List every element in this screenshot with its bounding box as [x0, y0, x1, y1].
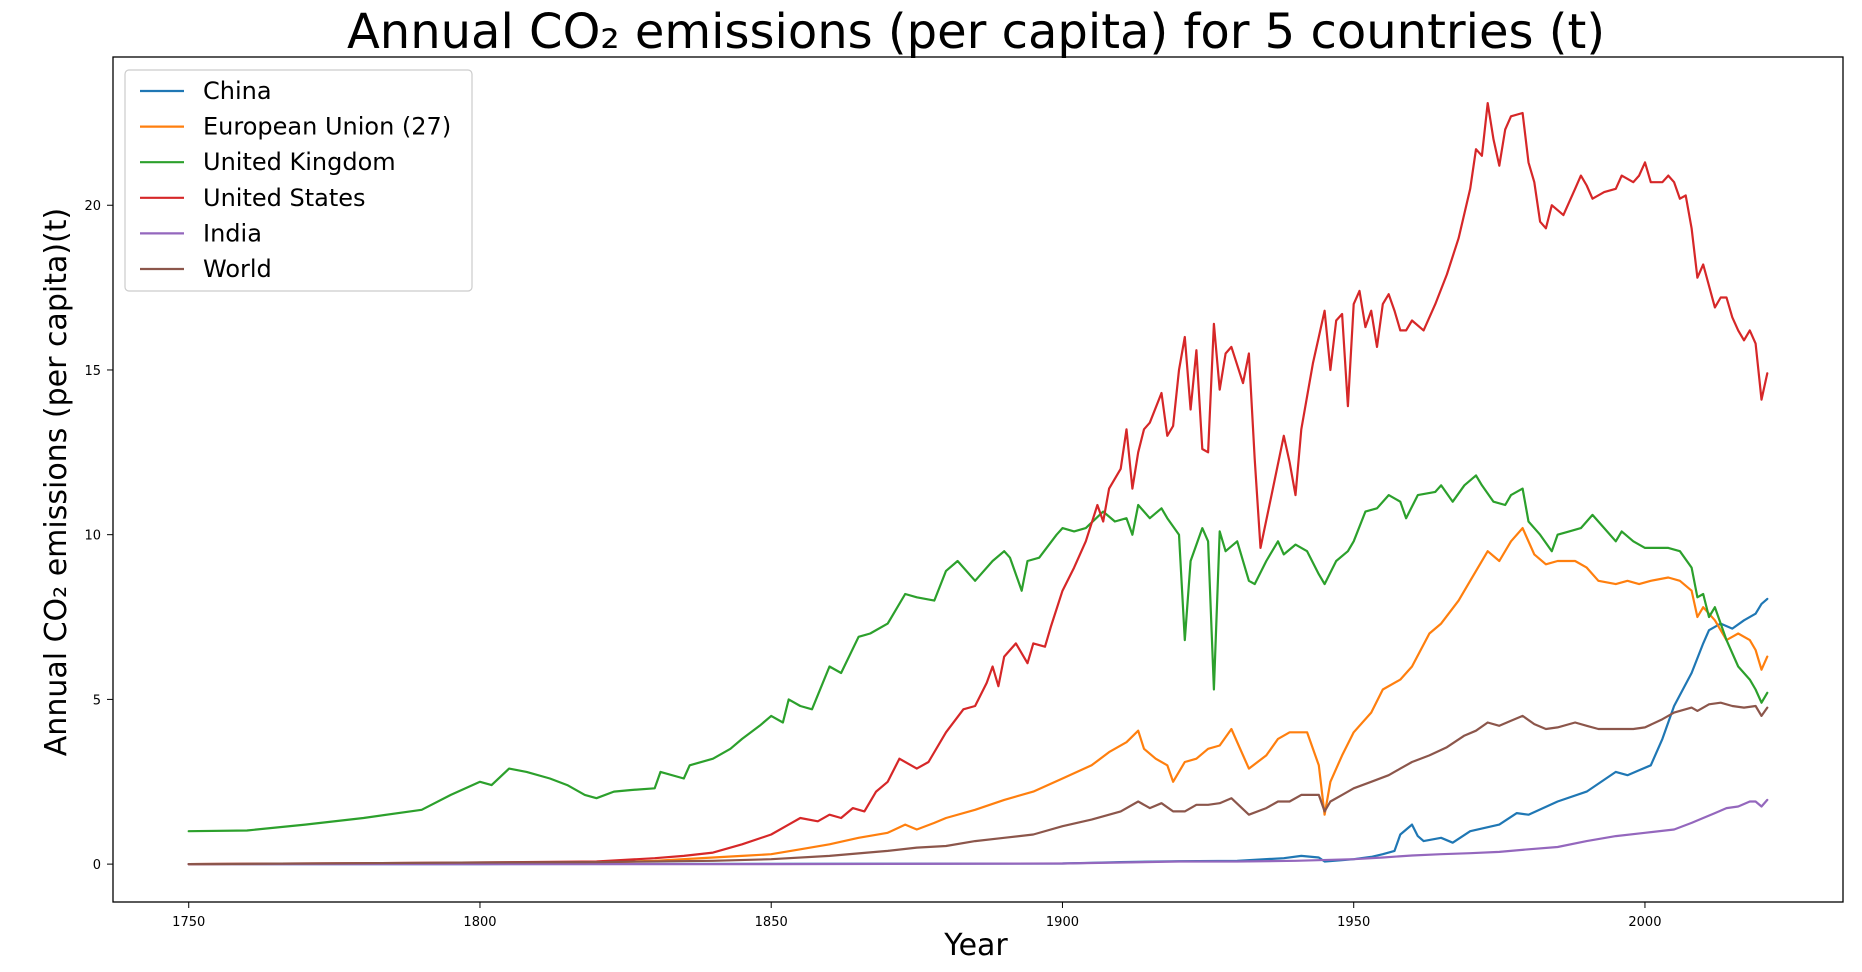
- legend-label: United States: [203, 184, 366, 212]
- x-tick-label: 2000: [1628, 915, 1661, 930]
- legend-label: European Union (27): [203, 113, 451, 141]
- series-line-united-kingdom: [187, 474, 1769, 833]
- x-axis-title: Year: [943, 928, 1008, 963]
- y-tick-label: 10: [84, 529, 101, 544]
- x-axis: 1750 1800 1850 1900 1950 2000: [172, 902, 1661, 930]
- chart-title: Annual CO₂ emissions (per capita) for 5 …: [347, 4, 1605, 60]
- x-tick-label: 1900: [1046, 915, 1079, 930]
- x-tick-label: 1950: [1337, 915, 1370, 930]
- y-tick-label: 15: [84, 364, 101, 379]
- series-line-united-states: [187, 102, 1769, 866]
- y-tick-label: 0: [93, 858, 101, 873]
- x-tick-label: 1800: [463, 915, 496, 930]
- legend-label: China: [203, 77, 272, 105]
- series-line-india: [187, 798, 1769, 866]
- series-lines: [187, 102, 1769, 866]
- y-axis-title: Annual CO₂ emissions (per capita)(t): [39, 208, 74, 756]
- legend-box: [124, 69, 473, 292]
- x-tick-label: 1750: [172, 915, 205, 930]
- series-line-european-union-27: [187, 527, 1769, 866]
- y-tick-label: 5: [93, 693, 101, 708]
- plot-area: [112, 56, 1844, 903]
- y-tick-label: 20: [84, 199, 101, 214]
- x-tick-label: 1850: [755, 915, 788, 930]
- legend-label: India: [203, 219, 262, 247]
- legend: China European Union (27) United Kingdom Un…: [124, 69, 473, 292]
- legend-label: World: [203, 255, 272, 283]
- series-line-world: [187, 701, 1769, 866]
- series-line-china: [187, 597, 1769, 866]
- legend-label: United Kingdom: [203, 148, 396, 176]
- y-axis: 0 5 10 15 20: [84, 199, 113, 873]
